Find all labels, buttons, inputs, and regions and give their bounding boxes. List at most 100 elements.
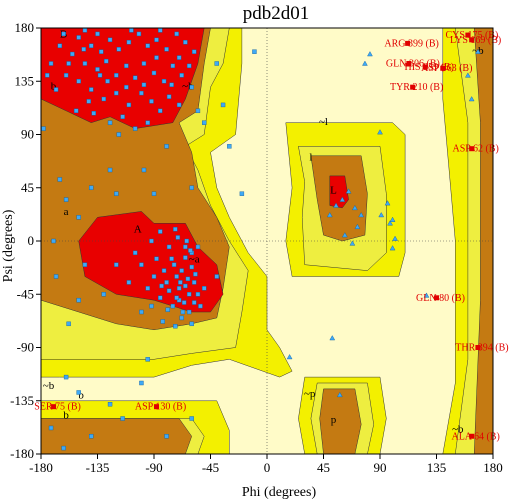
residue-point (169, 256, 174, 261)
outlier-label: GLN 306 (B) (386, 59, 440, 70)
glycine-point (389, 245, 396, 251)
residue-point (171, 262, 177, 267)
residue-point (101, 96, 106, 102)
y-tick-label: 90 (21, 127, 34, 142)
residue-point (82, 262, 88, 267)
residue-point (183, 244, 188, 250)
x-tick-label: 45 (317, 460, 330, 475)
residue-point (180, 309, 186, 315)
outlier-label: ASP 130 (B) (135, 402, 186, 413)
x-tick-label: -90 (145, 460, 162, 475)
x-tick-label: 0 (264, 460, 271, 475)
residue-point (164, 47, 169, 52)
y-tick-label: -180 (10, 446, 34, 461)
residue-point (45, 73, 50, 78)
residue-point (191, 300, 197, 305)
residue-point (161, 79, 167, 84)
residue-point (202, 286, 207, 291)
glycine-point (465, 72, 471, 78)
glycine-point (389, 216, 396, 222)
residue-point (175, 235, 181, 240)
residue-point (89, 43, 94, 48)
residue-point (151, 274, 157, 279)
residue-point (176, 297, 182, 303)
residue-point (73, 108, 79, 114)
region-label: ~a (189, 253, 200, 265)
residue-point (165, 307, 171, 312)
residue-point (63, 73, 69, 78)
residue-point (82, 61, 88, 66)
region-label: b (78, 389, 84, 401)
residue-point (214, 274, 219, 279)
residue-point (66, 61, 71, 66)
residue-point (159, 283, 164, 289)
y-axis-label: Psi (degrees) (1, 209, 16, 282)
outlier-point (51, 404, 57, 410)
additional-region-p (319, 388, 362, 455)
residue-point (214, 61, 219, 66)
outlier-label: ASP 62 (B) (452, 144, 498, 155)
residue-point (51, 238, 56, 244)
y-tick-label: 45 (21, 180, 34, 195)
region-label: p (331, 414, 337, 426)
residue-point (189, 264, 194, 270)
residue-point (161, 268, 167, 273)
residue-point (145, 357, 150, 362)
residue-point (76, 215, 81, 220)
residue-point (164, 434, 169, 439)
residue-point (57, 43, 63, 48)
residue-point (193, 271, 198, 277)
residue-point (195, 108, 201, 114)
residue-point (252, 49, 257, 54)
residue-point (227, 144, 232, 149)
residue-point (105, 79, 110, 84)
residue-point (132, 126, 138, 131)
residue-point (191, 49, 197, 54)
x-tick-label: -45 (202, 460, 219, 475)
residue-point (158, 28, 163, 33)
residue-point (61, 31, 66, 37)
residue-point (202, 120, 207, 125)
outlier-label: THR 394 (B) (455, 343, 508, 354)
residue-point (154, 55, 159, 60)
residue-point (198, 303, 203, 309)
glycine-point (377, 129, 383, 135)
residue-point (126, 102, 132, 108)
residue-point (176, 102, 182, 108)
residue-point (189, 185, 194, 190)
region-label: A (134, 224, 142, 236)
glycine-point (336, 391, 343, 398)
outlier-label: ARG 399 (B) (384, 38, 438, 49)
residue-point (173, 226, 178, 232)
residue-point (164, 280, 169, 285)
residue-point (89, 185, 94, 190)
residue-point (189, 84, 194, 90)
residue-point (145, 286, 150, 291)
outlier-point (410, 84, 416, 90)
residue-point (89, 87, 94, 92)
residue-point (136, 31, 142, 37)
residue-point (82, 28, 88, 33)
residue-point (141, 82, 147, 88)
residue-point (174, 295, 179, 300)
residue-point (63, 374, 69, 380)
outlier-point (440, 65, 446, 71)
residue-point (183, 255, 188, 260)
x-tick-label: -180 (29, 460, 53, 475)
residue-point (124, 84, 129, 90)
glycine-point (392, 235, 398, 241)
glycine-point (333, 202, 339, 208)
residue-point (48, 425, 54, 431)
residue-point (183, 40, 188, 45)
residue-point (176, 286, 182, 291)
glycine-point (349, 240, 356, 246)
residue-point (164, 144, 169, 149)
residue-point (179, 268, 184, 273)
residue-point (95, 31, 100, 37)
glycine-point (358, 212, 365, 218)
residue-point (48, 61, 54, 66)
outlier-point (465, 32, 471, 38)
residue-point (86, 99, 91, 104)
region-label: a (64, 206, 69, 218)
